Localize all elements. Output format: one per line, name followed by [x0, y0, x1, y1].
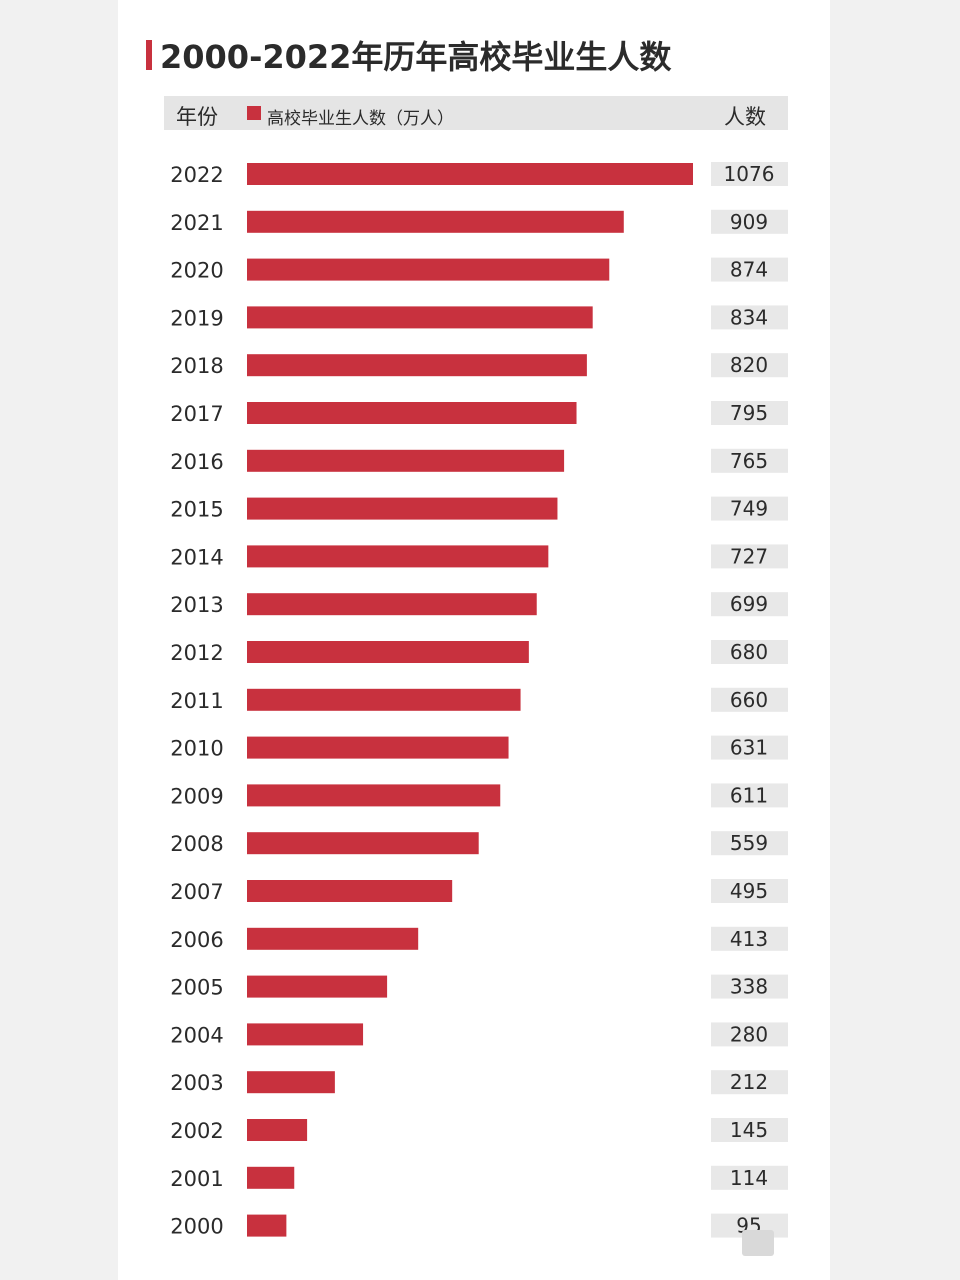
value-label: 631 [730, 736, 768, 760]
count-column-header: 人数 [724, 105, 766, 129]
value-label: 765 [730, 449, 768, 473]
value-label: 820 [730, 353, 768, 377]
value-cell-bg [711, 831, 788, 856]
value-cell-bg [711, 926, 788, 951]
value-cell-bg [711, 448, 788, 473]
bar [247, 402, 577, 424]
watermark-blur [742, 1230, 774, 1256]
value-label: 114 [730, 1166, 768, 1190]
bar [247, 641, 529, 663]
table-header [164, 96, 788, 130]
year-label: 2013 [170, 593, 223, 617]
year-label: 2001 [170, 1167, 223, 1191]
bar [247, 784, 501, 807]
value-cell-bg [711, 257, 788, 282]
value-label: 413 [730, 927, 768, 951]
value-cell-bg [711, 879, 788, 903]
year-label: 2006 [170, 928, 223, 952]
bar [247, 1214, 287, 1237]
value-cell-bg [711, 592, 788, 617]
value-cell-bg [711, 687, 788, 712]
bar [247, 449, 565, 472]
value-cell-bg [711, 974, 788, 999]
year-label: 2011 [170, 689, 223, 713]
year-label: 2002 [170, 1119, 223, 1143]
legend-label: 高校毕业生人数（万人） [267, 109, 454, 129]
value-cell-bg [711, 735, 788, 760]
value-cell-bg [711, 209, 788, 234]
year-label: 2009 [170, 784, 223, 808]
year-column-header: 年份 [176, 105, 218, 129]
year-label: 2008 [170, 832, 223, 856]
bar [247, 1119, 308, 1141]
year-label: 2019 [170, 306, 223, 330]
value-label: 338 [730, 975, 768, 999]
value-label: 834 [730, 305, 768, 329]
bar [247, 736, 509, 759]
year-label: 2014 [170, 545, 223, 569]
bar [247, 593, 537, 616]
value-cell-bg [711, 783, 788, 808]
value-label: 749 [730, 497, 768, 521]
bar [247, 1023, 364, 1046]
bar [247, 832, 479, 855]
chart-title: 2000-2022年历年高校毕业生人数 [160, 38, 672, 76]
year-label: 2017 [170, 402, 223, 426]
bar [247, 354, 587, 377]
value-label: 874 [730, 258, 768, 282]
value-label: 280 [730, 1022, 768, 1046]
legend-swatch [247, 106, 261, 120]
year-label: 2022 [170, 163, 223, 187]
value-cell-bg [711, 640, 788, 664]
value-label: 212 [730, 1070, 768, 1094]
value-cell-bg [711, 162, 788, 186]
year-label: 2000 [170, 1215, 223, 1239]
value-label: 909 [730, 210, 768, 234]
year-label: 2018 [170, 354, 223, 378]
bar [247, 306, 593, 329]
value-cell-bg [711, 544, 788, 569]
bar [247, 880, 453, 902]
year-label: 2012 [170, 641, 223, 665]
value-label: 495 [730, 879, 768, 903]
value-label: 699 [730, 592, 768, 616]
bar [247, 497, 558, 520]
year-label: 2004 [170, 1023, 223, 1047]
bar [247, 975, 388, 998]
value-label: 611 [730, 783, 768, 807]
year-label: 2010 [170, 737, 223, 761]
value-cell-bg [711, 353, 788, 378]
value-label: 680 [730, 640, 768, 664]
value-cell-bg [711, 1118, 788, 1142]
year-label: 2015 [170, 498, 223, 522]
value-label: 1076 [724, 162, 775, 186]
bar [247, 258, 610, 281]
value-cell-bg [711, 305, 788, 330]
value-cell-bg [711, 1022, 788, 1047]
value-cell-bg [711, 1165, 788, 1190]
bar [247, 1071, 335, 1094]
bar [247, 545, 549, 568]
value-cell-bg [711, 401, 788, 425]
value-label: 660 [730, 688, 768, 712]
year-label: 2007 [170, 880, 223, 904]
year-label: 2016 [170, 450, 223, 474]
year-label: 2003 [170, 1071, 223, 1095]
value-label: 795 [730, 401, 768, 425]
bar [247, 163, 693, 185]
bar [247, 1166, 295, 1189]
value-label: 727 [730, 544, 768, 568]
bar [247, 688, 521, 711]
year-label: 2021 [170, 211, 223, 235]
value-label: 559 [730, 831, 768, 855]
year-label: 2020 [170, 259, 223, 283]
bar [247, 927, 419, 950]
bar [247, 210, 624, 233]
value-label: 145 [730, 1118, 768, 1142]
title-accent-bar [146, 40, 152, 70]
value-cell-bg [711, 496, 788, 521]
value-cell-bg [711, 1070, 788, 1095]
year-label: 2005 [170, 976, 223, 1000]
